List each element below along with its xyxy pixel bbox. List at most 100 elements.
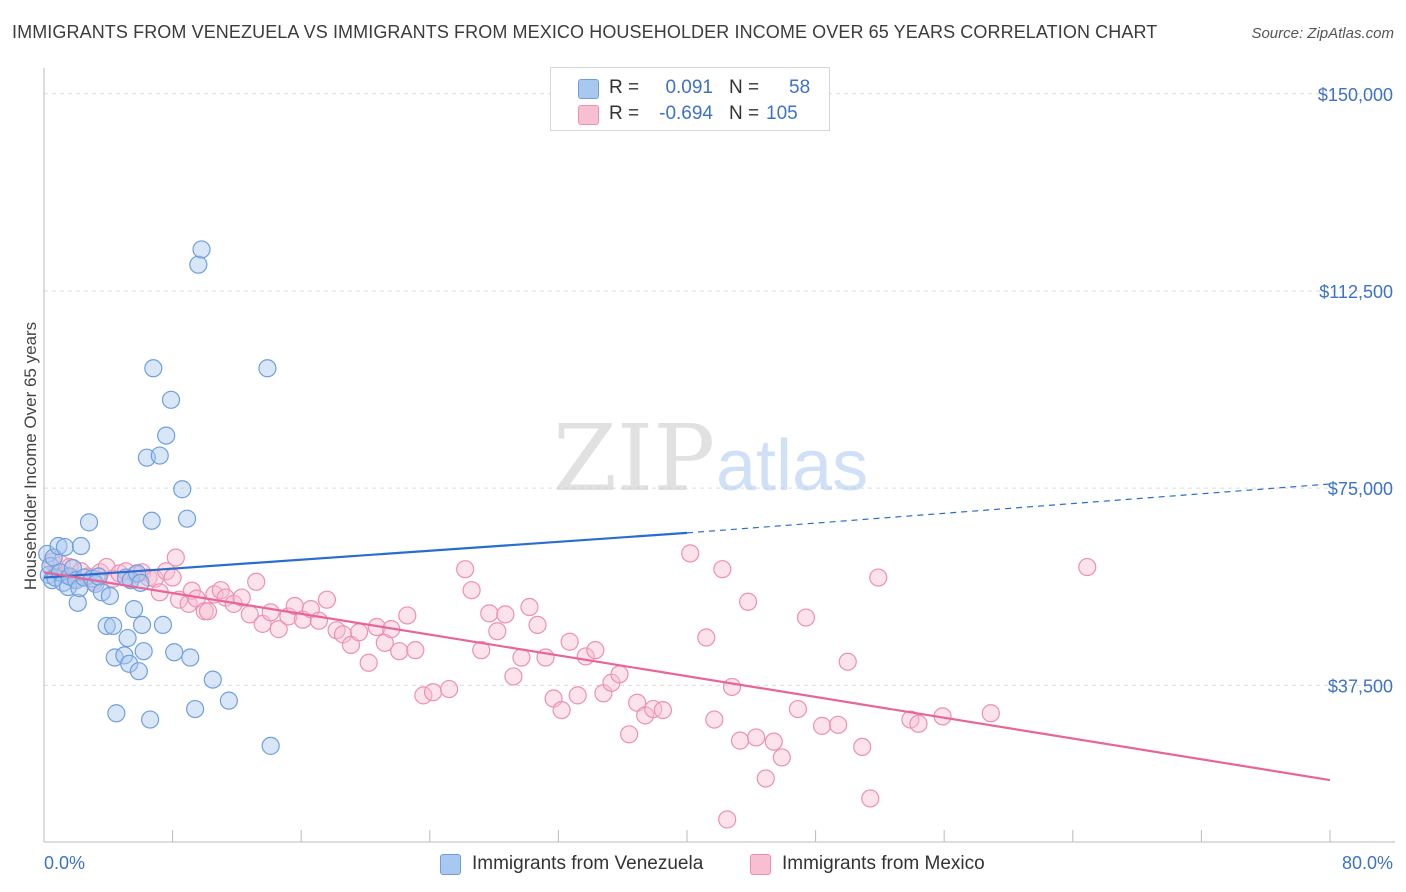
venezuela-point-40 <box>140 710 160 729</box>
mexico-point-107 <box>1078 557 1097 577</box>
mexico-point-93 <box>764 732 783 751</box>
mexico-point-91 <box>747 728 766 747</box>
mexico-point-101 <box>861 789 880 808</box>
venezuela-point-55 <box>219 691 238 710</box>
trend-lines <box>43 483 1331 782</box>
venezuela-point-46 <box>161 390 181 409</box>
venezuela-point-27 <box>107 704 126 723</box>
mexico-points <box>42 544 1097 829</box>
y-tick-label-2: $112,500 <box>1319 282 1393 302</box>
mexico-point-48 <box>349 623 369 642</box>
legend-n-value: 58 <box>789 77 811 98</box>
legend-n-value: 105 <box>766 103 798 124</box>
mexico-point-66 <box>512 648 531 667</box>
venezuela-swatch <box>440 854 461 875</box>
mexico-point-94 <box>772 748 791 767</box>
venezuela-point-48 <box>173 480 192 499</box>
mexico-swatch <box>750 854 771 875</box>
venezuela-point-30 <box>118 628 137 648</box>
mexico-point-83 <box>653 701 672 720</box>
venezuela-trend-line <box>43 531 688 579</box>
mexico-point-90 <box>738 592 758 611</box>
mexico-point-85 <box>697 628 716 647</box>
y-tick-labels: $37,500 $75,000 $112,500 $150,000 <box>1318 85 1393 697</box>
legend-r-value: 0.091 <box>665 77 713 98</box>
y-tick-label-1: $75,000 <box>1328 479 1393 499</box>
mexico-point-65 <box>504 667 523 686</box>
venezuela-point-35 <box>129 662 148 681</box>
mexico-point-75 <box>586 641 605 660</box>
venezuela-point-37 <box>132 615 152 635</box>
legend-row-mexico: R = -0.694 N = 105 <box>551 101 829 127</box>
venezuela-point-56 <box>258 359 277 378</box>
legend-label-mexico: Immigrants from Mexico <box>782 853 985 874</box>
y-tick-label-3: $150,000 <box>1318 85 1393 105</box>
venezuela-trend-extension <box>686 483 1331 534</box>
mexico-point-96 <box>796 608 816 627</box>
venezuela-point-23 <box>97 616 116 636</box>
mexico-point-56 <box>414 686 433 705</box>
venezuela-point-50 <box>181 648 200 667</box>
mexico-point-84 <box>681 544 700 563</box>
legend-n-label: N = <box>729 77 760 98</box>
venezuela-point-54 <box>203 670 222 689</box>
mexico-point-58 <box>439 679 459 699</box>
y-axis-label: Householder Income Over 65 years <box>21 322 40 590</box>
venezuela-point-45 <box>157 426 176 445</box>
venezuela-point-28 <box>115 646 134 665</box>
venezuela-point-51 <box>186 699 205 719</box>
mexico-point-73 <box>568 686 587 705</box>
legend-label-venezuela: Immigrants from Venezuela <box>472 853 704 874</box>
mexico-point-99 <box>838 652 857 671</box>
mexico-point-22 <box>166 548 185 567</box>
mexico-swatch <box>578 105 599 125</box>
mexico-point-60 <box>462 581 481 600</box>
mexico-point-64 <box>496 605 515 624</box>
venezuela-point-57 <box>261 736 280 755</box>
mexico-point-53 <box>390 642 409 661</box>
x-tick-label-min: 0.0% <box>44 853 85 873</box>
mexico-point-97 <box>812 716 832 735</box>
venezuela-point-33 <box>124 600 144 619</box>
source-credit: Source: ZipAtlas.com <box>1251 25 1394 42</box>
watermark-zip: ZIP <box>553 405 715 512</box>
mexico-point-106 <box>981 704 1000 723</box>
mexico-point-55 <box>406 641 425 660</box>
venezuela-point-31 <box>120 654 139 673</box>
mexico-point-89 <box>730 731 750 750</box>
mexico-point-68 <box>528 615 547 635</box>
mexico-point-63 <box>488 622 507 641</box>
mexico-point-92 <box>756 769 775 788</box>
legend-r-value: -0.694 <box>659 103 713 124</box>
mexico-point-57 <box>423 683 443 702</box>
mexico-point-21 <box>163 568 182 587</box>
legend-row-venezuela: R = 0.091 N = 58 <box>551 75 829 101</box>
mexico-point-71 <box>552 701 571 720</box>
mexico-point-98 <box>829 715 848 734</box>
venezuela-point-52 <box>189 255 208 274</box>
mexico-point-35 <box>247 572 266 591</box>
venezuela-point-14 <box>68 593 87 612</box>
axes <box>43 68 1395 843</box>
legend-n-label: N = <box>729 103 760 124</box>
venezuela-swatch <box>578 79 599 99</box>
mexico-point-102 <box>869 568 888 587</box>
mexico-point-78 <box>610 665 629 684</box>
mexico-point-62 <box>480 604 499 623</box>
venezuela-point-53 <box>192 240 211 259</box>
venezuela-points <box>38 240 280 755</box>
venezuela-point-49 <box>177 509 197 528</box>
venezuela-point-43 <box>150 446 169 465</box>
legend-r-label: R = <box>609 103 640 124</box>
mexico-point-87 <box>713 560 732 579</box>
venezuela-point-6 <box>49 536 68 556</box>
venezuela-point-38 <box>134 642 153 661</box>
mexico-point-33 <box>232 588 251 607</box>
correlation-legend: R = 0.091 N = 58 R = -0.694 N = 105 <box>550 67 830 131</box>
legend-r-label: R = <box>609 77 640 98</box>
mexico-point-49 <box>359 653 378 672</box>
venezuela-point-24 <box>100 586 120 606</box>
mexico-point-88 <box>722 677 742 697</box>
y-tick-label-0: $37,500 <box>1328 676 1393 696</box>
